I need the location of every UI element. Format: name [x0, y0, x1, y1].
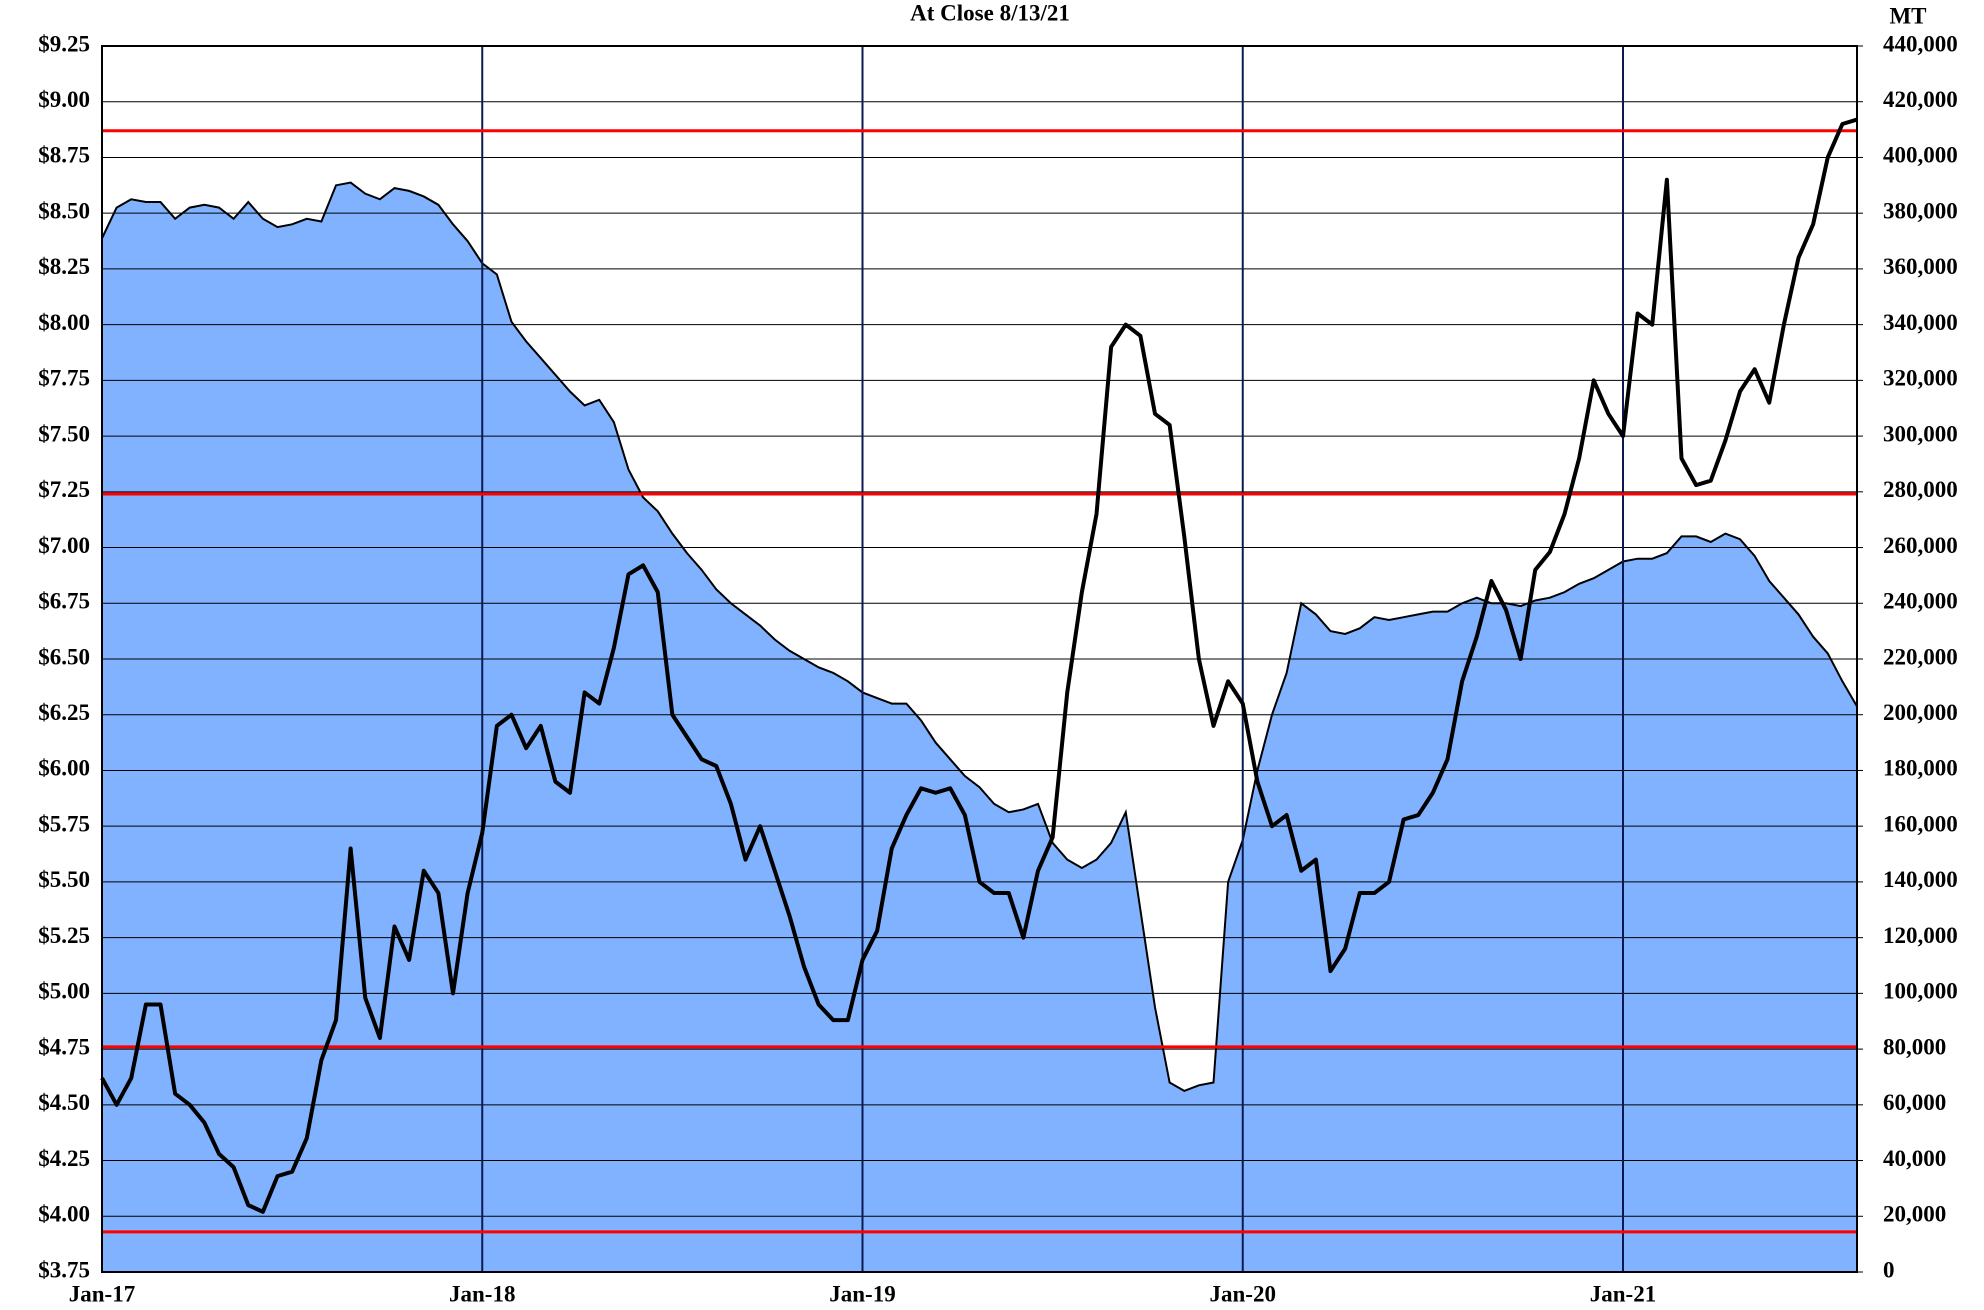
y2-tick-label: 400,000 [1883, 143, 1958, 168]
y-tick-label: $5.25 [38, 923, 90, 948]
y-tick-label: $4.75 [38, 1034, 90, 1059]
x-tick-label: Jan-19 [829, 1281, 895, 1306]
y-tick-label: $7.75 [38, 366, 90, 391]
y-tick-label: $8.00 [38, 310, 90, 335]
y2-tick-label: 440,000 [1883, 31, 1958, 56]
y-tick-label: $5.00 [38, 979, 90, 1004]
x-tick-label: Jan-21 [1590, 1281, 1656, 1306]
y-tick-label: $4.00 [38, 1202, 90, 1227]
y-tick-label: $5.75 [38, 811, 90, 836]
y-tick-label: $9.25 [38, 31, 90, 56]
y2-tick-label: 420,000 [1883, 87, 1958, 112]
y2-tick-label: 60,000 [1883, 1090, 1946, 1115]
y-tick-label: $6.75 [38, 589, 90, 614]
y-tick-label: $8.25 [38, 254, 90, 279]
y2-tick-label: 320,000 [1883, 366, 1958, 391]
x-tick-label: Jan-17 [69, 1281, 135, 1306]
x-tick-label: Jan-18 [449, 1281, 515, 1306]
y2-tick-label: 180,000 [1883, 756, 1958, 781]
y-tick-label: $8.50 [38, 198, 90, 223]
y-tick-label: $4.50 [38, 1090, 90, 1115]
x-tick-label: Jan-20 [1210, 1281, 1276, 1306]
area [101, 181, 1858, 1273]
y2-tick-label: 300,000 [1883, 421, 1958, 446]
y-tick-label: $8.75 [38, 143, 90, 168]
y2-tick-label: 360,000 [1883, 254, 1958, 279]
y2-tick-label: 20,000 [1883, 1202, 1946, 1227]
chart-title: At Close 8/13/21 [910, 0, 1070, 25]
y-tick-label: $6.25 [38, 700, 90, 725]
y-tick-label: $6.00 [38, 756, 90, 781]
plot-border [101, 45, 1858, 1273]
y2-tick-label: 40,000 [1883, 1146, 1946, 1171]
y2-tick-label: 80,000 [1883, 1034, 1946, 1059]
y2-tick-label: 380,000 [1883, 198, 1958, 223]
y-tick-label: $5.50 [38, 867, 90, 892]
y2-tick-label: 260,000 [1883, 533, 1958, 558]
y-tick-label: $6.50 [38, 644, 90, 669]
y2-tick-label: 140,000 [1883, 867, 1958, 892]
y-tick-label: $3.75 [38, 1257, 90, 1282]
y-tick-label: $4.25 [38, 1146, 90, 1171]
y2-tick-label: 200,000 [1883, 700, 1958, 725]
y2-axis-label: MT [1889, 3, 1926, 28]
y-tick-label: $7.50 [38, 421, 90, 446]
y2-tick-label: 120,000 [1883, 923, 1958, 948]
y2-tick-label: 240,000 [1883, 589, 1958, 614]
y-tick-label: $9.00 [38, 87, 90, 112]
y-tick-label: $7.00 [38, 533, 90, 558]
y2-tick-label: 160,000 [1883, 811, 1958, 836]
y2-tick-label: 100,000 [1883, 979, 1958, 1004]
y2-tick-label: 0 [1883, 1257, 1895, 1282]
y2-tick-label: 280,000 [1883, 477, 1958, 502]
y2-tick-label: 340,000 [1883, 310, 1958, 335]
y2-tick-label: 220,000 [1883, 644, 1958, 669]
price-line [100, 117, 1858, 1214]
y-tick-label: $7.25 [38, 477, 90, 502]
